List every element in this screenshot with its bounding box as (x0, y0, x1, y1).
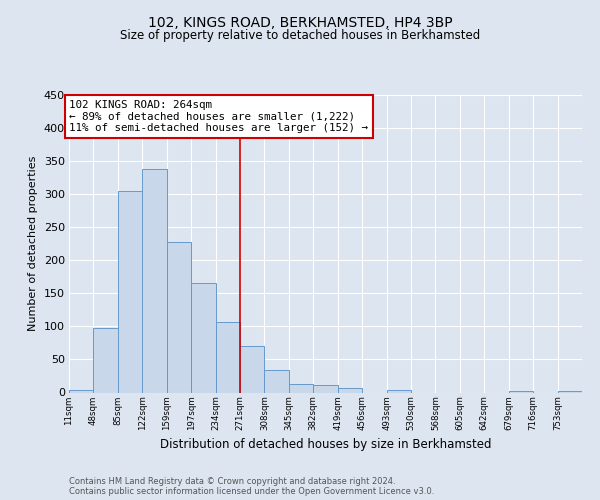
Bar (338, 388, 362, 392)
Y-axis label: Number of detached properties: Number of detached properties (28, 156, 38, 332)
Bar (142, 169, 167, 392)
Text: 102 KINGS ROAD: 264sqm
← 89% of detached houses are smaller (1,222)
11% of semi-: 102 KINGS ROAD: 264sqm ← 89% of detached… (70, 100, 368, 133)
Bar (313, 384, 338, 392)
Text: 102, KINGS ROAD, BERKHAMSTED, HP4 3BP: 102, KINGS ROAD, BERKHAMSTED, HP4 3BP (148, 16, 452, 30)
Bar (191, 284, 215, 393)
Bar (557, 391, 582, 392)
Bar (69, 390, 94, 392)
Bar (118, 191, 142, 392)
Bar (167, 242, 191, 392)
Text: Contains HM Land Registry data © Crown copyright and database right 2024.
Contai: Contains HM Land Registry data © Crown c… (69, 476, 434, 496)
Bar (94, 328, 118, 392)
Bar (386, 390, 411, 392)
Text: Size of property relative to detached houses in Berkhamsted: Size of property relative to detached ho… (120, 28, 480, 42)
Bar (289, 384, 313, 392)
Bar (240, 346, 265, 393)
Bar (215, 322, 240, 392)
Bar (509, 390, 533, 392)
X-axis label: Distribution of detached houses by size in Berkhamsted: Distribution of detached houses by size … (160, 438, 491, 452)
Bar (265, 370, 289, 392)
